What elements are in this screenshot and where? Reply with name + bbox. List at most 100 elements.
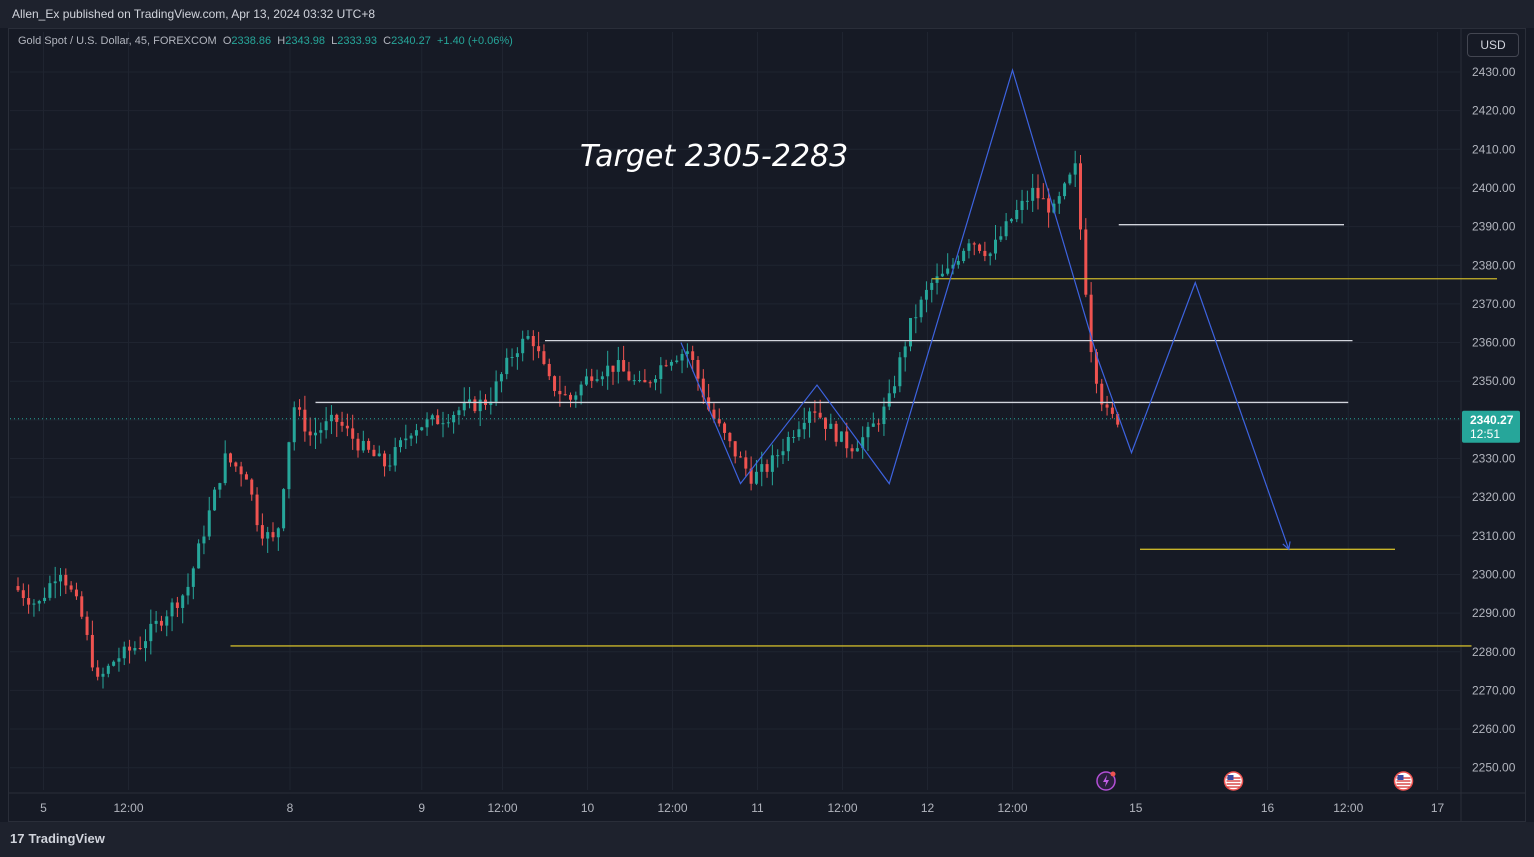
currency-button[interactable]: USD bbox=[1467, 33, 1519, 57]
candle-body bbox=[244, 474, 248, 480]
candle bbox=[96, 660, 100, 681]
candle-body bbox=[106, 665, 110, 674]
candle-body bbox=[122, 646, 126, 659]
candle bbox=[983, 241, 987, 262]
candle-body bbox=[627, 371, 631, 381]
candle-body bbox=[797, 429, 801, 437]
candle bbox=[1025, 190, 1029, 210]
candle bbox=[558, 375, 562, 407]
candle bbox=[324, 407, 328, 439]
candle-body bbox=[335, 414, 339, 422]
candle bbox=[515, 347, 519, 370]
candle-body bbox=[654, 379, 657, 383]
candle bbox=[329, 405, 333, 435]
candle-body bbox=[239, 466, 243, 475]
candle bbox=[754, 459, 758, 486]
candle-body bbox=[510, 357, 514, 359]
candle bbox=[1089, 282, 1093, 363]
current-price-countdown: 12:51 bbox=[1470, 427, 1500, 441]
candle-body bbox=[494, 381, 498, 402]
candle bbox=[425, 412, 429, 436]
candle bbox=[946, 253, 950, 276]
candle-body bbox=[776, 455, 780, 457]
candle-body bbox=[90, 634, 94, 668]
candle-body bbox=[919, 299, 923, 318]
candle-body bbox=[329, 414, 333, 422]
candle-body bbox=[845, 431, 849, 449]
candle-body bbox=[85, 616, 89, 635]
candle bbox=[271, 522, 275, 542]
candle bbox=[632, 374, 636, 385]
candle-body bbox=[404, 438, 408, 441]
candle bbox=[213, 487, 217, 511]
candle-body bbox=[813, 411, 817, 413]
candle bbox=[74, 582, 78, 600]
candle bbox=[388, 454, 392, 472]
candle bbox=[266, 526, 270, 553]
candle-body bbox=[144, 641, 147, 649]
candle bbox=[64, 568, 68, 594]
candle bbox=[149, 609, 153, 655]
candle-body bbox=[16, 586, 20, 591]
candle-body bbox=[946, 268, 950, 274]
candle-body bbox=[170, 602, 174, 617]
candle bbox=[377, 445, 381, 457]
candle-body bbox=[436, 415, 440, 425]
candle-body bbox=[505, 357, 509, 375]
candle-body bbox=[951, 264, 955, 269]
candle bbox=[600, 371, 604, 386]
candle-body bbox=[558, 390, 562, 395]
candle bbox=[27, 584, 31, 614]
candle bbox=[887, 379, 891, 411]
legend-low-label: L bbox=[331, 35, 338, 47]
candle bbox=[685, 343, 689, 368]
candle-body bbox=[80, 596, 84, 617]
candle bbox=[1057, 191, 1061, 214]
price-tick-label: 2260.00 bbox=[1472, 722, 1516, 736]
candle bbox=[165, 610, 169, 637]
candle bbox=[144, 629, 147, 662]
candle bbox=[866, 422, 870, 451]
candle-body bbox=[616, 360, 620, 372]
candle-body bbox=[393, 447, 397, 466]
candle-body bbox=[744, 457, 748, 469]
candle-body bbox=[361, 440, 365, 451]
candle bbox=[962, 248, 966, 264]
candle bbox=[1009, 218, 1013, 224]
candle-body bbox=[292, 407, 296, 443]
candle bbox=[244, 471, 248, 480]
candle-body bbox=[877, 423, 881, 425]
candle-body bbox=[595, 379, 599, 381]
candle-body bbox=[473, 399, 477, 412]
candle-body bbox=[489, 401, 493, 405]
candle-body bbox=[345, 425, 349, 429]
candle bbox=[436, 409, 440, 425]
candle-body bbox=[696, 359, 700, 379]
candle bbox=[420, 426, 424, 432]
price-tick-label: 2420.00 bbox=[1472, 104, 1516, 118]
candle-body bbox=[648, 382, 652, 384]
candle-body bbox=[53, 581, 57, 584]
price-tick-label: 2330.00 bbox=[1472, 452, 1516, 466]
candle-body bbox=[680, 353, 684, 361]
candle-body bbox=[728, 432, 732, 442]
candle bbox=[553, 375, 557, 397]
candle bbox=[101, 667, 105, 689]
candle-body bbox=[834, 423, 838, 442]
candle-body bbox=[781, 451, 785, 456]
candle-body bbox=[441, 423, 445, 425]
candle bbox=[728, 431, 732, 448]
candle bbox=[680, 349, 684, 374]
candle-body bbox=[537, 346, 541, 352]
candle bbox=[1110, 402, 1114, 419]
candle-body bbox=[584, 376, 588, 385]
candle bbox=[792, 430, 796, 443]
candle bbox=[499, 372, 503, 393]
candle bbox=[298, 399, 302, 417]
candle-body bbox=[542, 351, 546, 364]
candle bbox=[181, 594, 185, 624]
candle-body bbox=[1015, 209, 1019, 220]
candle bbox=[367, 438, 371, 453]
candle-body bbox=[765, 464, 769, 472]
